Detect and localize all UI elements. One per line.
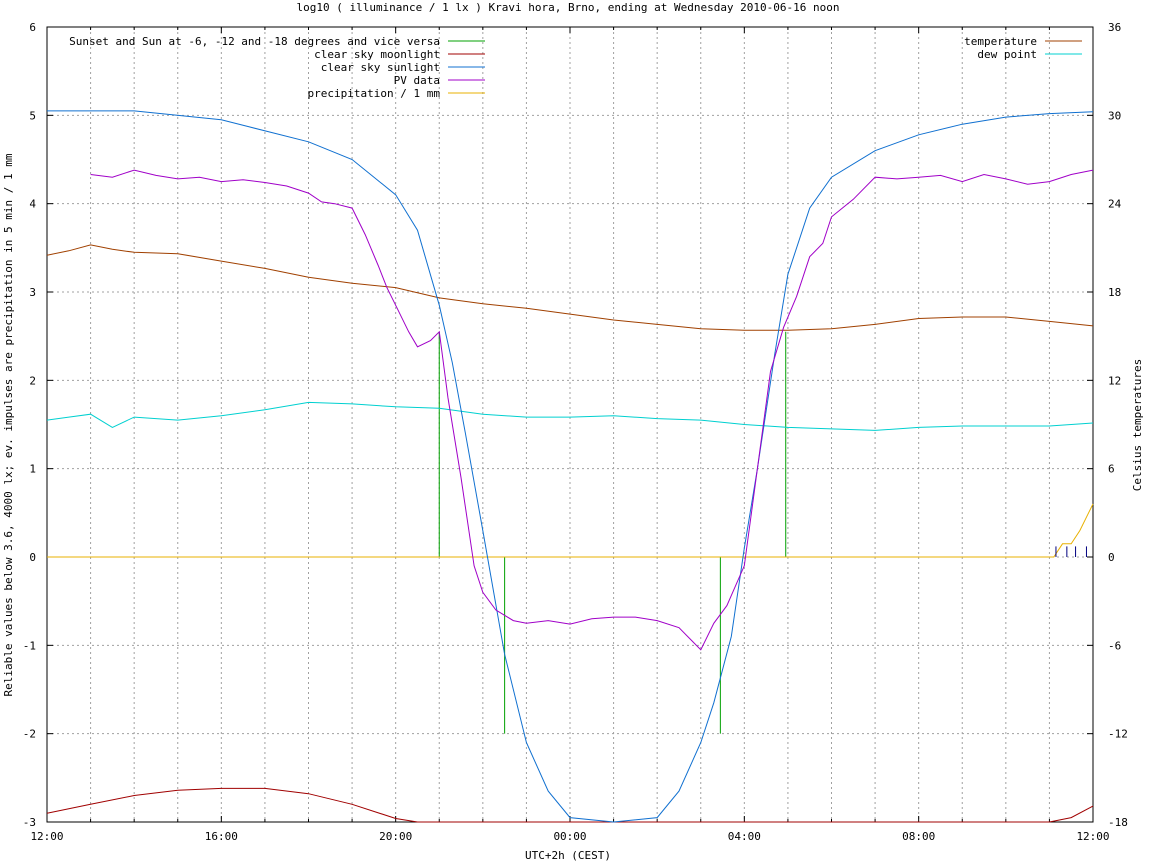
x-tick-label: 04:00	[728, 830, 761, 843]
x-tick-label: 12:00	[1076, 830, 1109, 843]
series-sunlight-line	[47, 110, 1094, 823]
legend-left: Sunset and Sun at -6, -12 and -18 degree…	[69, 35, 485, 100]
y-tick-label: 5	[29, 109, 36, 122]
x-axis-ticks: 12:00 16:00 20:00 00:00 04:00 08:00 12:00	[30, 27, 1110, 843]
legend-label: dew point	[977, 48, 1037, 61]
series-dewpoint-line	[46, 401, 1094, 431]
y2-tick-label: 30	[1108, 109, 1121, 122]
y2-tick-label: -12	[1108, 728, 1128, 741]
precipitation-impulses	[1055, 546, 1087, 557]
legend-label: precipitation / 1 mm	[308, 87, 441, 100]
y2-axis-label: Celsius temperatures	[1131, 359, 1144, 491]
y-tick-label: 0	[29, 551, 36, 564]
series-pv-line	[90, 169, 1094, 651]
series-precipitation_line-line	[47, 503, 1094, 558]
chart-title: log10 ( illuminance / 1 lx ) Kravi hora,…	[296, 1, 839, 14]
y2-tick-label: -18	[1108, 816, 1128, 829]
legend-label: Sunset and Sun at -6, -12 and -18 degree…	[69, 35, 440, 48]
legend-label: clear sky sunlight	[321, 61, 440, 74]
y2-axis-ticks: 36 30 24 18 12 6 0 -6 -12 -18	[1087, 21, 1128, 829]
y2-tick-label: 0	[1108, 551, 1115, 564]
legend-label: temperature	[964, 35, 1037, 48]
x-tick-label: 20:00	[379, 830, 412, 843]
y-tick-label: -2	[23, 728, 36, 741]
y2-tick-label: 18	[1108, 286, 1121, 299]
y-tick-label: 3	[29, 286, 36, 299]
y-tick-label: -1	[23, 639, 36, 652]
series-temperature-line	[46, 244, 1094, 331]
y-axis-label: Reliable values below 3.6, 4000 lx; ev. …	[2, 153, 15, 696]
y-tick-label: -3	[23, 816, 36, 829]
x-tick-label: 16:00	[205, 830, 238, 843]
y-tick-label: 6	[29, 21, 36, 34]
x-tick-label: 12:00	[30, 830, 63, 843]
y-axis-ticks: 6 5 4 3 2 1 0 -1 -2 -3	[23, 21, 53, 829]
grid	[47, 27, 1093, 822]
y-tick-label: 2	[29, 374, 36, 387]
x-tick-label: 08:00	[902, 830, 935, 843]
y2-tick-label: -6	[1108, 639, 1121, 652]
y2-tick-label: 6	[1108, 463, 1115, 476]
legend-label: clear sky moonlight	[314, 48, 440, 61]
y-tick-label: 1	[29, 463, 36, 476]
x-axis-label: UTC+2h (CEST)	[525, 849, 611, 862]
y2-tick-label: 24	[1108, 198, 1122, 211]
x-tick-label: 00:00	[553, 830, 586, 843]
y2-tick-label: 36	[1108, 21, 1121, 34]
y-tick-label: 4	[29, 198, 36, 211]
series-lines	[46, 110, 1094, 823]
legend-label: PV data	[394, 74, 440, 87]
series-moonlight-line	[46, 787, 1094, 823]
sun-angle-markers	[438, 331, 787, 734]
y2-tick-label: 12	[1108, 374, 1121, 387]
